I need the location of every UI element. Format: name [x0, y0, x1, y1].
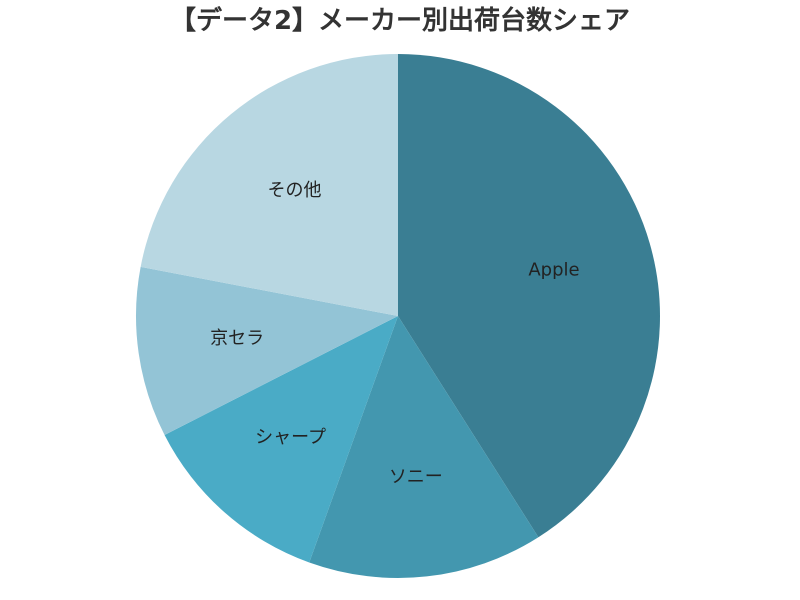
- pie-slice-2: [164, 316, 398, 563]
- slice-label-0: Apple: [528, 260, 579, 281]
- pie-slice-3: [135, 266, 398, 435]
- slice-label-1: ソニー: [389, 466, 443, 487]
- pie-slice-4: [140, 54, 398, 316]
- chart-title: 【データ2】メーカー別出荷台数シェア: [169, 6, 631, 36]
- slice-label-3: 京セラ: [210, 328, 264, 349]
- pie-slice-1: [309, 316, 539, 578]
- slice-label-4: その他: [267, 180, 321, 201]
- slice-label-2: シャープ: [255, 427, 326, 448]
- pie-slice-0: [398, 54, 660, 538]
